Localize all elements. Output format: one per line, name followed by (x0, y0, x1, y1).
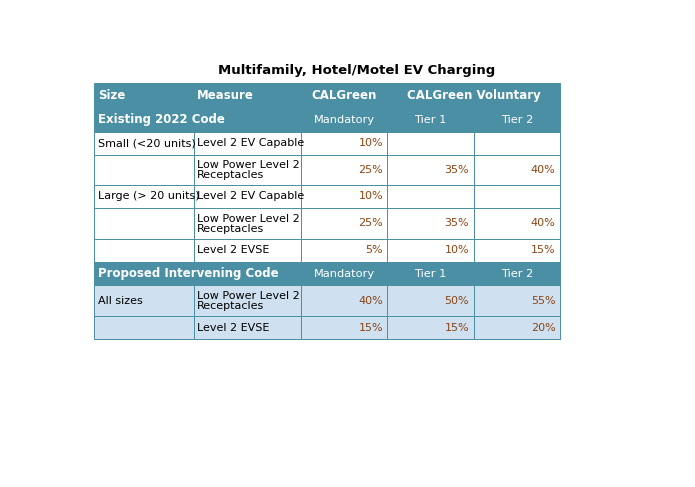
Bar (193, 208, 301, 239)
Text: CALGreen Voluntary: CALGreen Voluntary (407, 89, 541, 102)
Bar (94, 108, 301, 131)
Text: Low Power Level 2: Low Power Level 2 (197, 214, 300, 224)
Bar (193, 83, 301, 108)
Bar (473, 208, 559, 239)
Text: Level 2 EV Capable: Level 2 EV Capable (197, 191, 304, 202)
Text: Measure: Measure (197, 89, 254, 102)
Text: 15%: 15% (531, 245, 555, 256)
Text: Level 2 EV Capable: Level 2 EV Capable (197, 138, 304, 148)
Bar (301, 83, 387, 108)
Bar (301, 239, 387, 262)
Bar (193, 131, 301, 155)
Bar (387, 285, 473, 316)
Text: Large (> 20 units): Large (> 20 units) (97, 191, 199, 202)
Text: 35%: 35% (445, 219, 469, 228)
Bar (94, 208, 193, 239)
Text: Tier 1: Tier 1 (414, 115, 447, 125)
Bar (301, 131, 387, 155)
Text: Level 2 EVSE: Level 2 EVSE (197, 245, 270, 256)
Bar (301, 316, 387, 339)
Text: Size: Size (97, 89, 125, 102)
Bar (193, 185, 301, 208)
Text: Receptacles: Receptacles (197, 170, 265, 180)
Text: 50%: 50% (445, 296, 469, 306)
Bar (473, 185, 559, 208)
Text: Small (<20 units): Small (<20 units) (97, 138, 195, 148)
Text: Tier 1: Tier 1 (414, 269, 447, 279)
Bar (387, 262, 473, 285)
Bar (94, 316, 193, 339)
Text: 15%: 15% (445, 323, 469, 333)
Bar (301, 208, 387, 239)
Bar (193, 155, 301, 185)
Text: 25%: 25% (359, 219, 383, 228)
Bar (193, 239, 301, 262)
Text: CALGreen: CALGreen (311, 89, 377, 102)
Text: 40%: 40% (531, 165, 555, 175)
Bar (387, 316, 473, 339)
Text: 10%: 10% (359, 138, 383, 148)
Text: Mandatory: Mandatory (313, 269, 375, 279)
Bar (193, 285, 301, 316)
Bar (94, 285, 193, 316)
Text: Mandatory: Mandatory (313, 115, 375, 125)
Bar (301, 285, 387, 316)
Bar (473, 131, 559, 155)
Bar (301, 262, 387, 285)
Bar (94, 155, 193, 185)
Bar (387, 155, 473, 185)
Bar (94, 262, 301, 285)
Bar (473, 155, 559, 185)
Text: 10%: 10% (445, 245, 469, 256)
Bar (94, 185, 193, 208)
Bar (94, 83, 193, 108)
Text: 5%: 5% (366, 245, 383, 256)
Bar (301, 185, 387, 208)
Bar (94, 131, 193, 155)
Bar (387, 108, 473, 131)
Text: Tier 2: Tier 2 (500, 269, 533, 279)
Text: Multifamily, Hotel/Motel EV Charging: Multifamily, Hotel/Motel EV Charging (218, 64, 495, 77)
Text: 35%: 35% (445, 165, 469, 175)
Bar (387, 131, 473, 155)
Text: All sizes: All sizes (97, 296, 142, 306)
Bar (387, 185, 473, 208)
Bar (301, 108, 387, 131)
Text: Level 2 EVSE: Level 2 EVSE (197, 323, 270, 333)
Bar (387, 239, 473, 262)
Text: Low Power Level 2: Low Power Level 2 (197, 160, 300, 170)
Text: 55%: 55% (531, 296, 555, 306)
Bar (94, 239, 193, 262)
Bar (473, 285, 559, 316)
Text: 20%: 20% (531, 323, 555, 333)
Bar (473, 239, 559, 262)
Text: 15%: 15% (359, 323, 383, 333)
Text: 40%: 40% (531, 219, 555, 228)
Bar (473, 108, 559, 131)
Text: Tier 2: Tier 2 (500, 115, 533, 125)
Bar (387, 208, 473, 239)
Text: Receptacles: Receptacles (197, 224, 265, 234)
Text: Receptacles: Receptacles (197, 301, 265, 311)
Bar (473, 316, 559, 339)
Text: 40%: 40% (359, 296, 383, 306)
Text: Existing 2022 Code: Existing 2022 Code (97, 113, 224, 127)
Text: Proposed Intervening Code: Proposed Intervening Code (97, 267, 278, 280)
Bar (193, 316, 301, 339)
Text: Low Power Level 2: Low Power Level 2 (197, 291, 300, 301)
Bar (387, 83, 559, 108)
Text: 10%: 10% (359, 191, 383, 202)
Bar (301, 155, 387, 185)
Bar (473, 262, 559, 285)
Text: 25%: 25% (359, 165, 383, 175)
